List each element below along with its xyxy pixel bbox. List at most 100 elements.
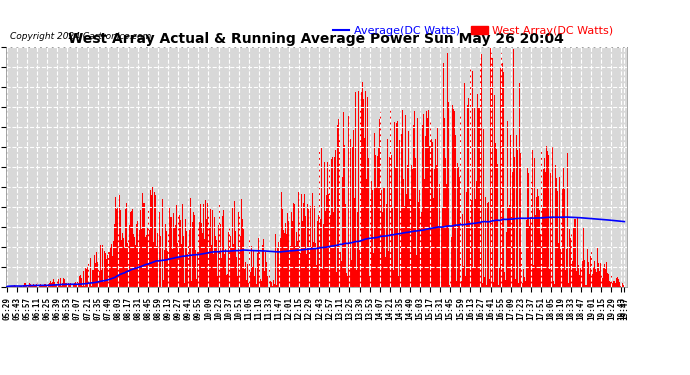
Bar [166,231,167,287]
Bar [382,212,383,287]
Bar [172,213,174,287]
Bar [365,91,366,287]
Bar [379,110,380,287]
Bar [185,219,186,287]
Bar [598,262,599,287]
Bar [543,195,544,287]
Bar [470,67,471,287]
Bar [578,265,579,287]
Bar [262,245,263,287]
Bar [356,270,357,287]
Bar [490,47,491,287]
Bar [279,262,280,287]
Bar [244,269,245,287]
Bar [542,208,543,287]
Bar [143,202,144,287]
Bar [556,178,557,287]
Bar [585,285,586,287]
Bar [597,253,598,287]
Bar [76,285,77,287]
Bar [511,217,512,287]
Bar [246,280,247,287]
Bar [370,196,371,287]
Bar [515,279,516,287]
Bar [416,255,417,287]
Bar [603,268,604,287]
Bar [462,214,463,287]
Bar [398,276,399,287]
Bar [421,212,422,287]
Bar [41,286,42,287]
Bar [325,274,326,287]
Bar [622,286,623,287]
Bar [117,209,118,287]
Bar [375,155,376,287]
Bar [607,273,608,287]
Bar [64,279,65,287]
Bar [251,246,252,287]
Bar [455,142,456,287]
Bar [504,205,505,287]
Bar [21,285,23,287]
Bar [505,280,506,287]
Bar [146,236,147,287]
Bar [103,282,104,287]
Bar [245,262,246,287]
Bar [159,212,160,287]
Bar [386,111,387,287]
Bar [435,139,436,287]
Bar [148,209,149,287]
Bar [481,54,482,287]
Bar [315,243,316,287]
Bar [460,115,461,287]
Bar [231,248,232,287]
Bar [153,242,154,287]
Bar [34,285,35,287]
Bar [596,272,597,287]
Bar [308,209,309,287]
Bar [381,189,382,287]
Bar [79,276,80,287]
Bar [128,236,129,287]
Bar [552,147,553,287]
Bar [95,263,96,287]
Bar [518,283,519,287]
Bar [283,230,284,287]
Bar [24,284,25,287]
Bar [47,285,48,287]
Bar [618,279,619,287]
Bar [35,286,36,287]
Bar [293,203,294,287]
Bar [180,220,181,287]
Bar [372,190,373,287]
Bar [369,276,370,287]
Bar [149,230,150,287]
Bar [214,217,215,287]
Bar [327,162,328,287]
Bar [187,254,188,287]
Bar [463,266,464,287]
Bar [438,226,439,287]
Bar [88,274,89,287]
Bar [587,249,588,287]
Bar [320,219,321,287]
Bar [43,285,44,287]
Bar [52,285,53,287]
Bar [573,247,574,287]
Bar [273,279,275,287]
Bar [80,275,81,287]
Bar [124,247,125,287]
Bar [568,283,569,287]
Bar [560,249,561,287]
Bar [111,244,112,287]
Bar [155,183,156,287]
Bar [352,147,353,287]
Bar [410,142,411,287]
Bar [465,276,466,287]
Bar [48,284,49,287]
Bar [399,159,400,287]
Bar [10,286,11,287]
Bar [139,225,141,287]
Bar [253,251,254,287]
Bar [249,240,250,287]
